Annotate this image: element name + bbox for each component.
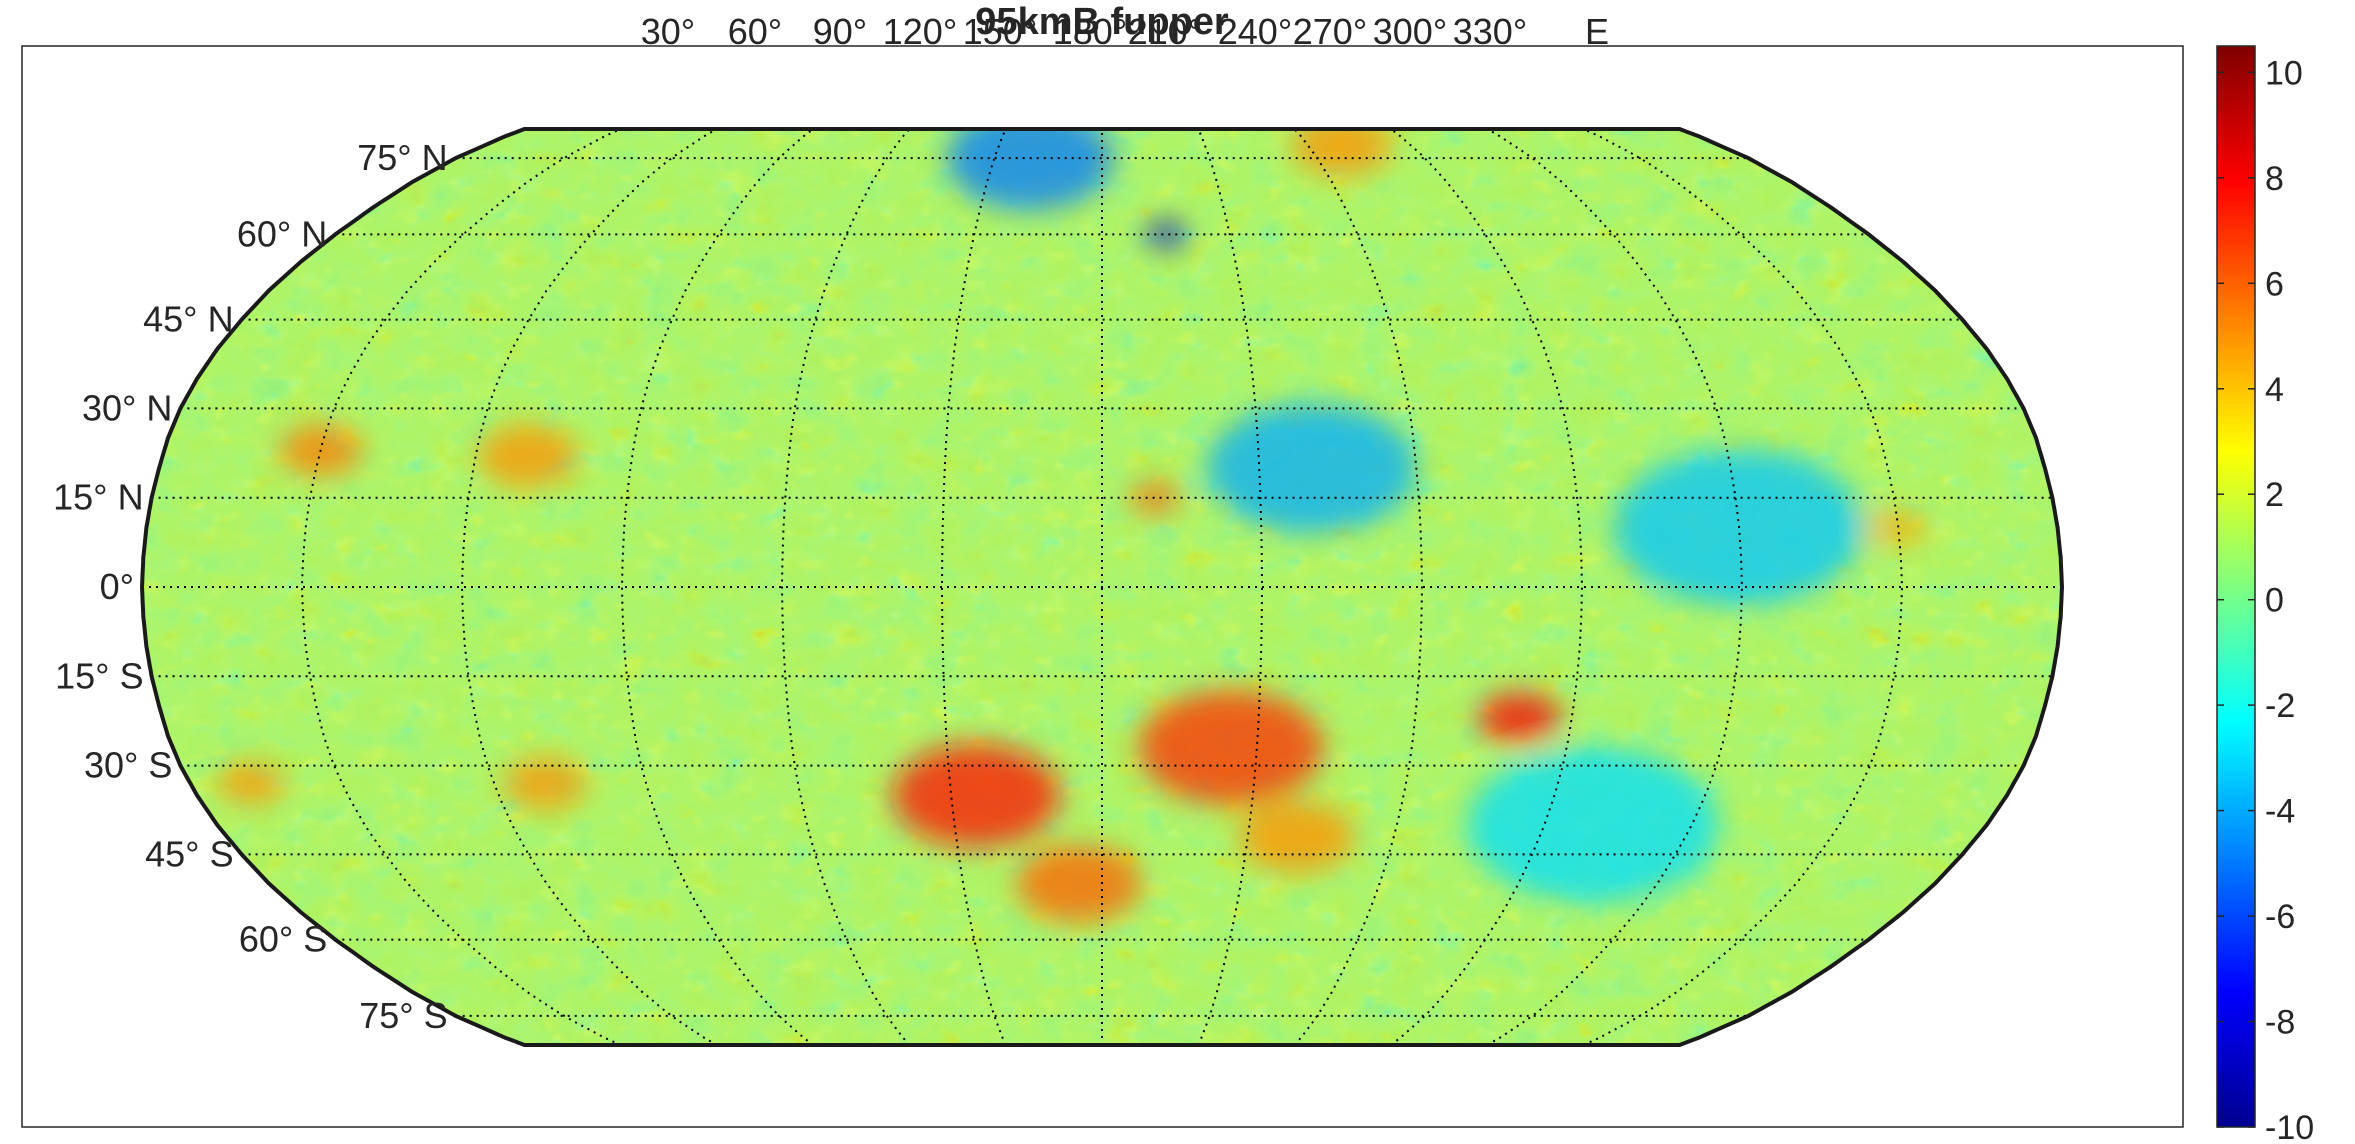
- longitude-labels: 30° 60° 90° 120° 150° 180° 210° 240° 270° 300° 330…: [641, 11, 1609, 52]
- field-anomaly-0: [1138, 690, 1324, 805]
- field-anomaly-16: [1467, 747, 1720, 903]
- field-anomaly-4: [1237, 800, 1356, 874]
- colorbar: [2216, 45, 2256, 1128]
- field-anomaly-1: [892, 743, 1061, 848]
- colorbar-tick-label: -6: [2265, 898, 2295, 936]
- field-anomaly-12: [1144, 221, 1187, 248]
- latitude-label: 30° S: [84, 745, 172, 786]
- longitude-label: 90°: [813, 11, 867, 52]
- field-anomaly-8: [502, 757, 587, 810]
- field-anomaly-9: [217, 762, 285, 805]
- meridian-line: [460, 128, 718, 1046]
- latitude-label: 75° N: [357, 137, 447, 178]
- field-anomaly-3: [1015, 844, 1142, 923]
- latitude-label: 15° S: [55, 655, 143, 696]
- latitude-label: 60° N: [237, 213, 327, 254]
- field-anomaly-6: [477, 424, 579, 488]
- map-frame: [139, 127, 2065, 1047]
- longitude-label: 150°: [963, 11, 1037, 52]
- meridian-line: [780, 128, 911, 1046]
- longitude-label: 60°: [728, 11, 782, 52]
- latitude-label: 60° S: [239, 919, 327, 960]
- meridian-line: [1486, 128, 1744, 1046]
- colorbar-tick-label: 8: [2265, 160, 2284, 198]
- colorbar-tick-label: 10: [2265, 54, 2303, 92]
- meridian-line: [940, 128, 1007, 1046]
- colorbar-tick-label: -8: [2265, 1004, 2295, 1042]
- colorbar-tick-label: -4: [2265, 793, 2295, 831]
- field-anomaly-2: [1477, 691, 1562, 744]
- latitude-label: 75° S: [359, 995, 447, 1036]
- meridian-line: [1197, 128, 1264, 1046]
- longitude-label: 270°: [1293, 11, 1367, 52]
- latitude-label: 45° N: [143, 299, 233, 340]
- chart-title: 95kmB fupper: [975, 1, 1229, 43]
- field-anomaly-13: [1206, 403, 1417, 533]
- colorbar-tick-label: 0: [2265, 582, 2284, 620]
- meridian-line: [1293, 128, 1424, 1046]
- colorbar-tick-label: -2: [2265, 687, 2295, 725]
- field-anomaly-10: [1868, 509, 1928, 546]
- longitude-label: 300°: [1373, 11, 1447, 52]
- colorbar-ticks: 10 8 6 4 2 0 -2 -4 -6 -8 -10: [2217, 54, 2314, 1144]
- colorbar-tick-label: -10: [2265, 1109, 2314, 1144]
- graticule: [142, 128, 2062, 1046]
- latitude-label: 15° N: [53, 477, 143, 518]
- latitude-label: 0°: [100, 566, 134, 607]
- colorbar-tick-label: 6: [2265, 265, 2284, 303]
- longitude-label: 210°: [1128, 11, 1202, 52]
- latitude-label: 30° N: [82, 387, 172, 428]
- colorbar-tick-label: 2: [2265, 476, 2284, 514]
- longitude-label: 30°: [641, 11, 695, 52]
- colorbar-tick-label: 4: [2265, 371, 2284, 409]
- latitude-labels: 75° N 60° N 45° N 30° N 15° N 0° 15° S 30° S 45°…: [53, 137, 448, 1036]
- longitude-label: 120°: [883, 11, 957, 52]
- longitude-label: 240°: [1218, 11, 1292, 52]
- field-anomaly-7: [1129, 482, 1181, 514]
- longitude-label: E: [1585, 11, 1609, 52]
- latitude-label: 45° S: [145, 833, 233, 874]
- longitude-label: 330°: [1453, 11, 1527, 52]
- longitude-label: 180°: [1053, 11, 1127, 52]
